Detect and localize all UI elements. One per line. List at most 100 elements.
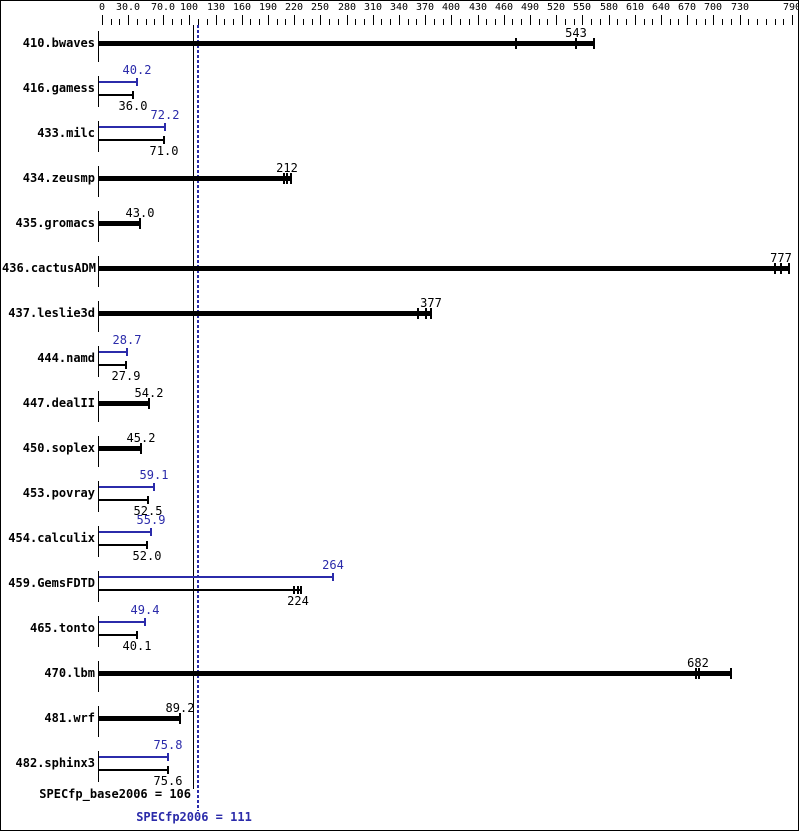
- bar-end-cap: [300, 586, 302, 594]
- bar-value-label: 28.7: [112, 333, 142, 347]
- axis-minor-tick: [486, 19, 487, 25]
- result-bar-base: [99, 364, 126, 366]
- axis-minor-tick: [539, 19, 540, 25]
- result-bar-peak: [99, 351, 127, 353]
- axis-major-tick: [373, 15, 374, 25]
- bar-value-label: 264: [322, 558, 344, 572]
- bar-value-label: 377: [420, 296, 442, 310]
- row-baseline: [98, 256, 99, 287]
- run-mark-tick: [698, 668, 700, 679]
- result-bar-base: [99, 499, 148, 501]
- result-bar-peak: [99, 531, 151, 533]
- benchmark-label: 437.leslie3d: [8, 306, 95, 320]
- axis-major-tick: [635, 15, 636, 25]
- axis-minor-tick: [381, 19, 382, 25]
- bar-end-cap: [430, 308, 432, 319]
- bar-end-cap: [788, 263, 790, 274]
- axis-minor-tick: [303, 19, 304, 25]
- axis-major-tick: [661, 15, 662, 25]
- bar-end-cap: [167, 753, 169, 761]
- axis-minor-tick: [696, 19, 697, 25]
- bar-value-label: 40.2: [122, 63, 152, 77]
- axis-tick-label: 490: [520, 2, 540, 13]
- axis-major-tick: [268, 15, 269, 25]
- benchmark-label: 470.lbm: [44, 666, 95, 680]
- result-bar-peak: [99, 81, 137, 83]
- row-baseline: [98, 571, 99, 602]
- benchmark-label: 482.sphinx3: [15, 756, 95, 770]
- bar-value-label: 682: [687, 656, 709, 670]
- axis-minor-tick: [705, 19, 706, 25]
- axis-minor-tick: [146, 19, 147, 25]
- axis-major-tick: [163, 15, 164, 25]
- axis-tick-label: 370: [415, 2, 435, 13]
- bar-value-label: 71.0: [149, 144, 179, 158]
- axis-minor-tick: [181, 19, 182, 25]
- axis-major-tick: [530, 15, 531, 25]
- axis-major-tick: [451, 15, 452, 25]
- bar-value-label: 45.2: [126, 431, 156, 445]
- axis-tick-label: 670: [677, 2, 697, 13]
- axis-tick-label: 340: [389, 2, 409, 13]
- axis-minor-tick: [338, 19, 339, 25]
- bar-value-label: 36.0: [118, 99, 148, 113]
- axis-major-tick: [425, 15, 426, 25]
- axis-major-tick: [687, 15, 688, 25]
- row-baseline: [98, 211, 99, 242]
- axis-tick-label: 0: [98, 2, 106, 13]
- axis-minor-tick: [678, 19, 679, 25]
- bar-value-label: 49.4: [130, 603, 160, 617]
- result-bar-base: [99, 266, 789, 271]
- axis-tick-label: 580: [599, 2, 619, 13]
- run-mark-tick: [297, 586, 299, 594]
- bar-end-cap: [139, 218, 141, 229]
- base-summary-text: SPECfp_base2006 = 106: [39, 787, 191, 801]
- axis-minor-tick: [329, 19, 330, 25]
- benchmark-label: 434.zeusmp: [22, 171, 95, 185]
- bar-value-label: 40.1: [122, 639, 152, 653]
- axis-major-tick: [189, 15, 190, 25]
- bar-end-cap: [147, 496, 149, 504]
- row-baseline: [98, 526, 99, 557]
- bar-end-cap: [179, 713, 181, 724]
- row-baseline: [98, 346, 99, 377]
- row-baseline: [98, 706, 99, 737]
- result-bar-base: [99, 311, 431, 316]
- axis-minor-tick: [731, 19, 732, 25]
- row-baseline: [98, 661, 99, 692]
- axis-major-tick: [128, 15, 129, 25]
- bar-end-cap: [144, 618, 146, 626]
- axis-minor-tick: [547, 19, 548, 25]
- row-baseline: [98, 76, 99, 107]
- axis-minor-tick: [119, 19, 120, 25]
- axis-minor-tick: [198, 19, 199, 25]
- axis-minor-tick: [521, 19, 522, 25]
- bar-value-label: 52.0: [132, 549, 162, 563]
- axis-minor-tick: [111, 19, 112, 25]
- result-bar-base: [99, 589, 301, 591]
- axis-minor-tick: [233, 19, 234, 25]
- row-baseline: [98, 616, 99, 647]
- benchmark-label: 450.soplex: [22, 441, 95, 455]
- result-bar-peak: [99, 126, 165, 128]
- benchmark-label: 435.gromacs: [15, 216, 95, 230]
- axis-tick-label: 70.0: [150, 2, 176, 13]
- axis-minor-tick: [172, 19, 173, 25]
- result-bar-base: [99, 446, 141, 451]
- result-bar-base: [99, 176, 291, 181]
- result-bar-base: [99, 41, 594, 46]
- axis-major-tick: [740, 15, 741, 25]
- axis-minor-tick: [390, 19, 391, 25]
- bar-end-cap: [136, 78, 138, 86]
- result-bar-peak: [99, 576, 333, 578]
- run-mark-tick: [515, 38, 517, 49]
- axis-major-tick: [478, 15, 479, 25]
- axis-minor-tick: [652, 19, 653, 25]
- bar-end-cap: [150, 528, 152, 536]
- axis-minor-tick: [748, 19, 749, 25]
- axis-major-tick: [713, 15, 714, 25]
- row-baseline: [98, 31, 99, 62]
- benchmark-label: 416.gamess: [22, 81, 95, 95]
- axis-minor-tick: [495, 19, 496, 25]
